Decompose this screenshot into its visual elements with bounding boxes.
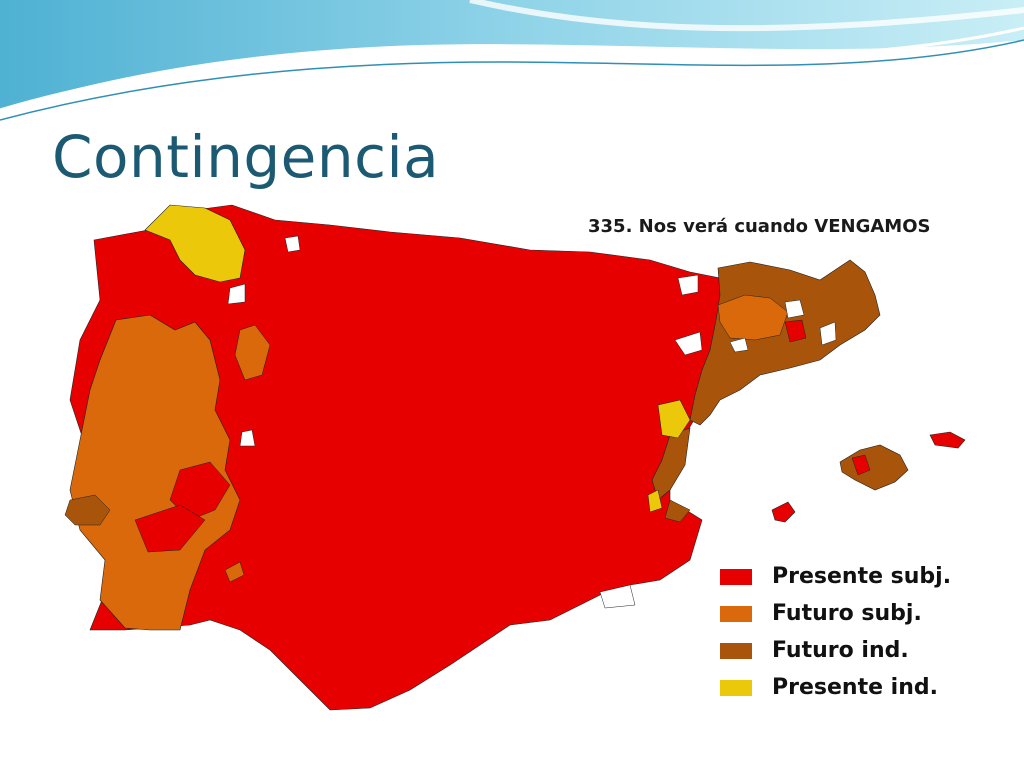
legend-swatch	[720, 568, 752, 585]
map-region-no-data	[284, 235, 301, 253]
map-legend: Presente subj. Futuro subj. Futuro ind. …	[720, 558, 951, 706]
header-wave-decoration	[0, 0, 1024, 121]
map-region-presente-ind-valencia	[647, 489, 663, 513]
legend-swatch	[720, 679, 752, 696]
legend-swatch	[720, 642, 752, 659]
map-region-no-data	[599, 584, 636, 609]
legend-item-presente-subj: Presente subj.	[720, 558, 951, 595]
iberia-map	[64, 204, 966, 711]
slide-title: Contingencia	[52, 123, 440, 191]
legend-item-futuro-ind: Futuro ind.	[720, 632, 951, 669]
map-region-presente-subj-pt1	[169, 461, 231, 521]
legend-item-presente-ind: Presente ind.	[720, 669, 951, 706]
map-region-futuro-ind-mallorca	[839, 444, 909, 491]
map-region-presente-ind-galicia	[144, 204, 246, 283]
legend-swatch	[720, 605, 752, 622]
legend-label: Futuro subj.	[772, 601, 922, 626]
map-caption: 335. Nos verá cuando VENGAMOS	[588, 216, 931, 237]
map-region-futuro-subj-small	[224, 561, 245, 583]
map-region-futuro-ind-lisbon	[64, 494, 111, 526]
map-region-no-data	[784, 299, 805, 319]
map-region-no-data	[729, 337, 749, 353]
map-region-futuro-ind-alicante	[664, 499, 691, 523]
map-region-no-data	[677, 274, 699, 296]
map-region-presente-subj-ibiza	[771, 501, 796, 523]
map-region-no-data	[227, 283, 246, 305]
legend-item-futuro-subj: Futuro subj.	[720, 595, 951, 632]
legend-label: Futuro ind.	[772, 638, 909, 663]
map-region-no-data	[239, 429, 256, 447]
map-region-presente-subj	[69, 204, 721, 711]
map-region-presente-ind-aragon	[657, 399, 691, 439]
map-region-futuro-ind-valencia	[651, 427, 691, 501]
map-region-futuro-subj-portugal	[69, 314, 241, 631]
map-region-presente-subj-pt2	[134, 504, 206, 553]
map-region-futuro-subj-catalonia	[717, 294, 789, 341]
map-region-no-data	[674, 331, 703, 356]
map-region-futuro-subj-leon	[234, 324, 271, 381]
map-panel	[30, 200, 976, 718]
legend-label: Presente subj.	[772, 564, 952, 589]
map-region-no-data	[819, 321, 837, 346]
legend-label: Presente ind.	[772, 675, 938, 700]
map-region-presente-subj-catalonia	[784, 319, 807, 343]
map-region-presente-subj-mallorca	[851, 454, 871, 476]
map-region-presente-subj-menorca	[929, 431, 966, 449]
